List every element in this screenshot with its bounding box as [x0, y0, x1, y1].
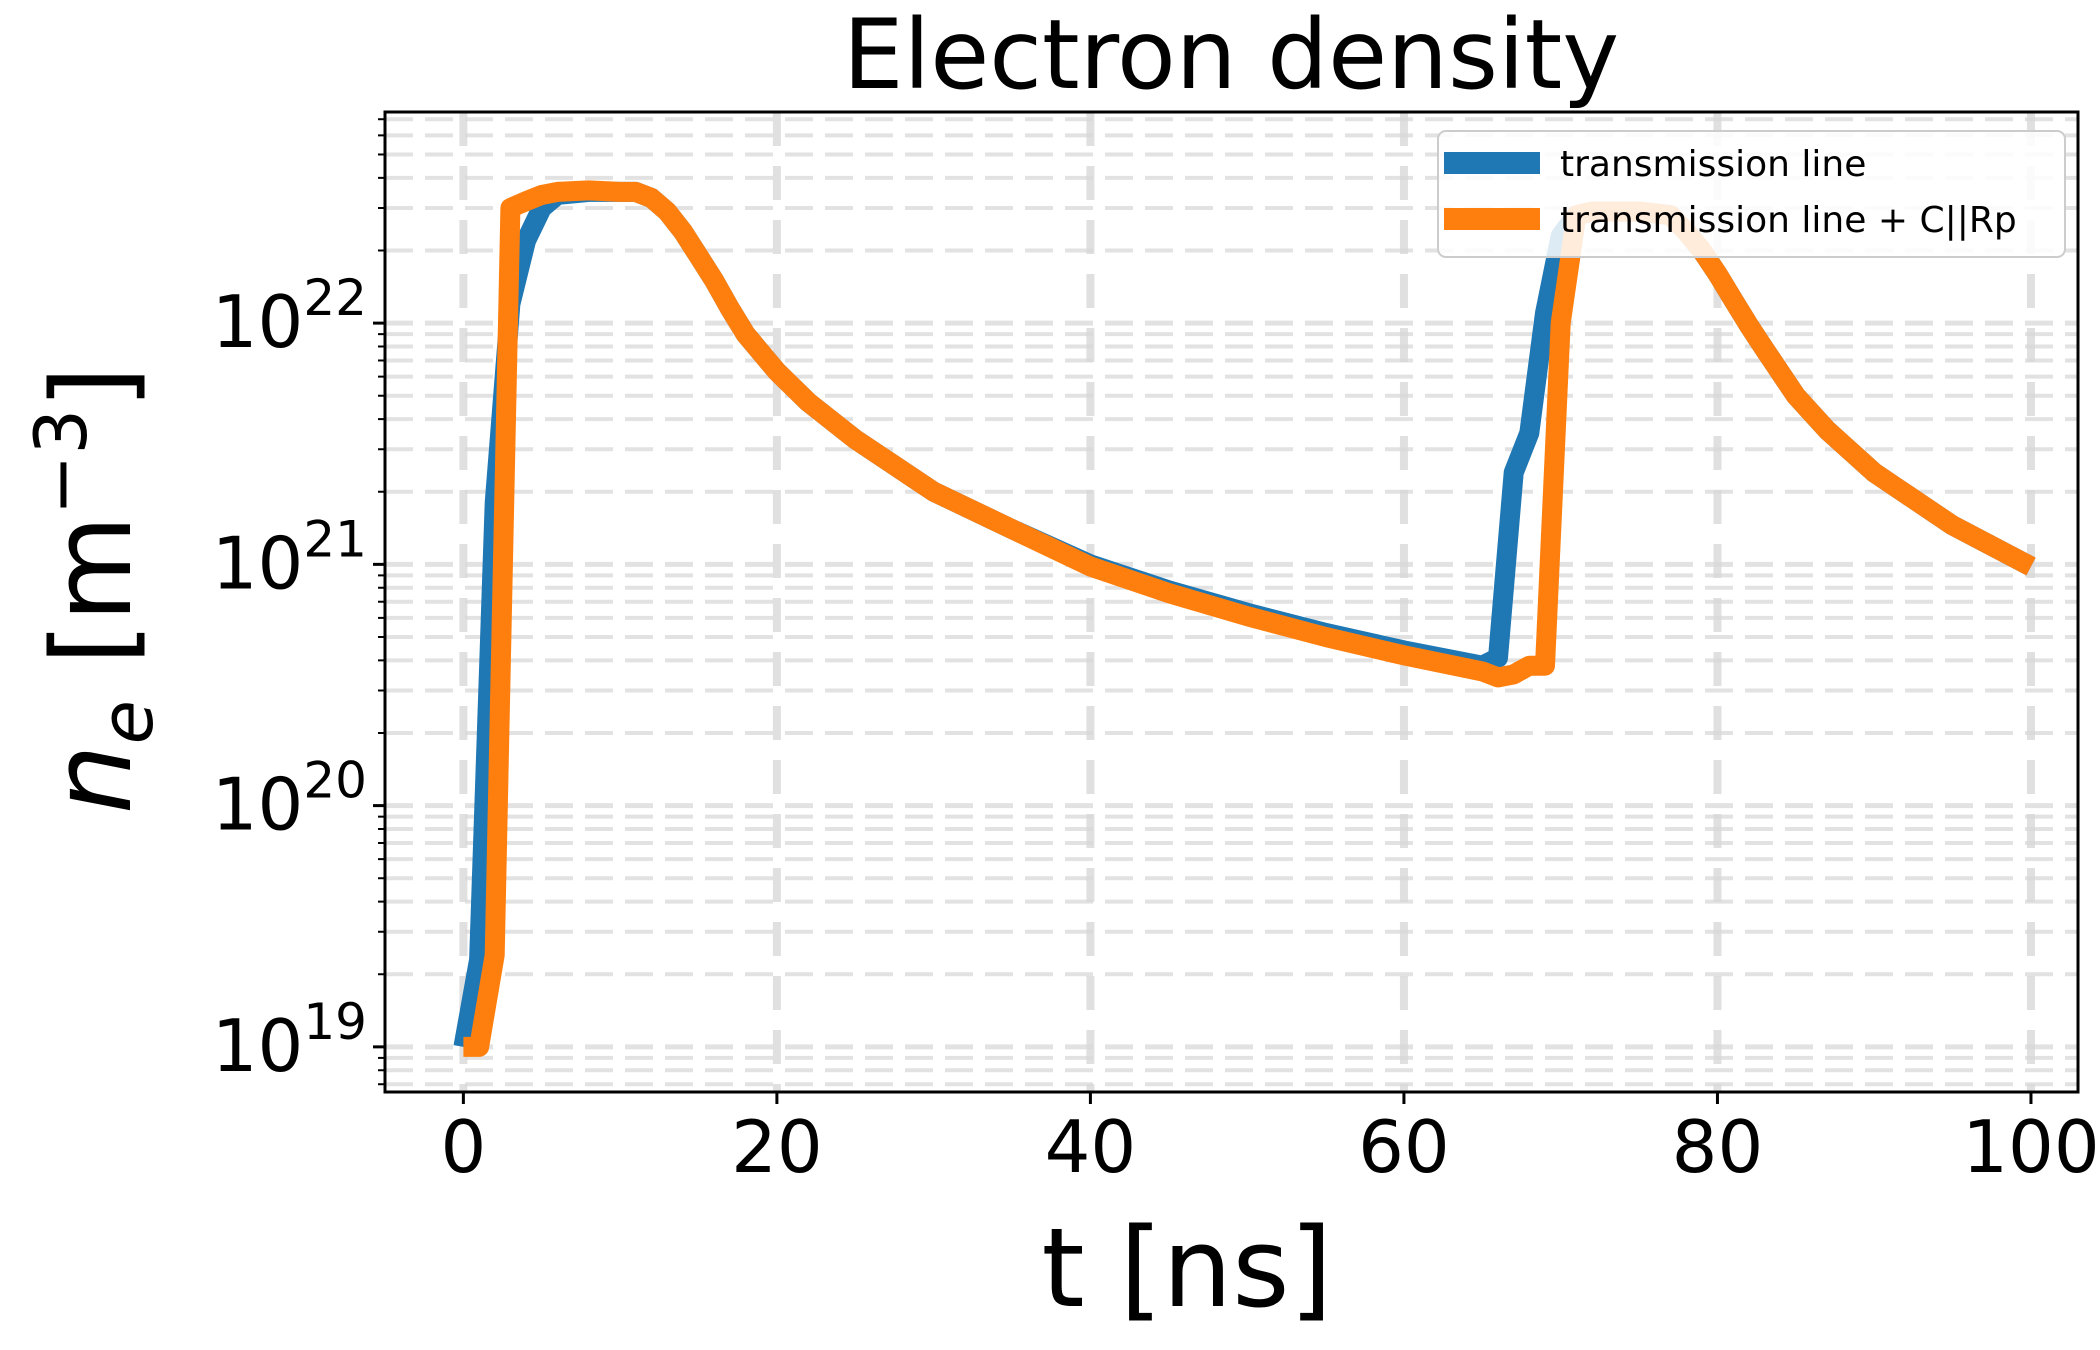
y-label-unit-exp: −3	[19, 409, 103, 515]
series-line-2	[463, 180, 2036, 1057]
y-tick-label: 1020	[212, 752, 367, 847]
y-label-unit-open: [m	[28, 515, 156, 700]
legend-box	[1437, 130, 2066, 258]
y-tick-label: 1021	[212, 510, 367, 605]
x-tick-label: 40	[1045, 1105, 1137, 1189]
x-tick-label: 100	[1962, 1105, 2099, 1189]
y-label-symbol: n	[28, 744, 156, 814]
x-tick-label: 80	[1672, 1105, 1764, 1189]
legend-label: transmission line + C||Rp	[1560, 200, 2017, 241]
x-tick-label: 60	[1358, 1105, 1450, 1189]
plot-lines	[453, 180, 2036, 1057]
x-tick-label: 20	[731, 1105, 823, 1189]
y-axis-label: ne [m−3]	[19, 366, 169, 814]
svg-text:ne [m−3]: ne [m−3]	[19, 366, 169, 814]
y-tick-label: 1019	[212, 993, 367, 1088]
x-tick-label: 0	[440, 1105, 486, 1189]
y-label-subscript: e	[85, 700, 169, 744]
legend-label: transmission line	[1560, 144, 1866, 185]
legend: transmission line transmission line + C||…	[1437, 130, 2066, 258]
chart-title: Electron density	[843, 0, 1619, 111]
x-axis-label: t [ns]	[1042, 1204, 1333, 1332]
grid	[385, 112, 2078, 1092]
axis-ticks: 0 20 40 60 80 100 1019 1020 1021 1022	[212, 118, 2100, 1189]
y-label-unit-close: ]	[28, 366, 156, 409]
y-tick-label: 1022	[212, 269, 367, 364]
